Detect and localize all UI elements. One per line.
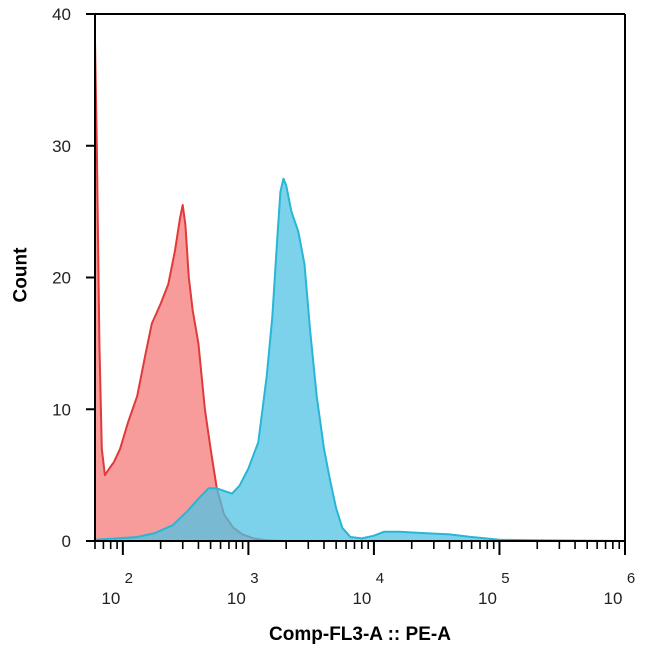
series-2-line bbox=[94, 177, 626, 542]
x-tick-label-exponent: 2 bbox=[125, 570, 133, 587]
y-axis-label-text: Count bbox=[10, 247, 31, 303]
series-1-area bbox=[95, 40, 281, 542]
x-axis-label: Comp-FL3-A :: PE-A bbox=[269, 624, 451, 645]
y-tick-label: 20 bbox=[52, 269, 71, 288]
y-axis-label: Count bbox=[6, 230, 36, 320]
x-tick-label-base: 10 bbox=[227, 589, 246, 608]
x-tick-label-exponent: 5 bbox=[501, 570, 509, 587]
x-tick-label-base: 10 bbox=[604, 589, 623, 608]
x-tick-label-base: 10 bbox=[478, 589, 497, 608]
y-tick-label: 10 bbox=[52, 400, 71, 419]
x-tick-label-base: 10 bbox=[101, 589, 120, 608]
y-tick-label: 30 bbox=[52, 137, 71, 156]
x-tick-label-base: 10 bbox=[352, 589, 371, 608]
y-tick-label: 40 bbox=[52, 5, 71, 24]
series-layer bbox=[94, 39, 626, 542]
x-tick-label-exponent: 6 bbox=[627, 570, 635, 587]
x-tick-label-exponent: 4 bbox=[376, 570, 384, 587]
x-tick-label-exponent: 3 bbox=[250, 570, 258, 587]
y-tick-label: 0 bbox=[62, 532, 71, 551]
